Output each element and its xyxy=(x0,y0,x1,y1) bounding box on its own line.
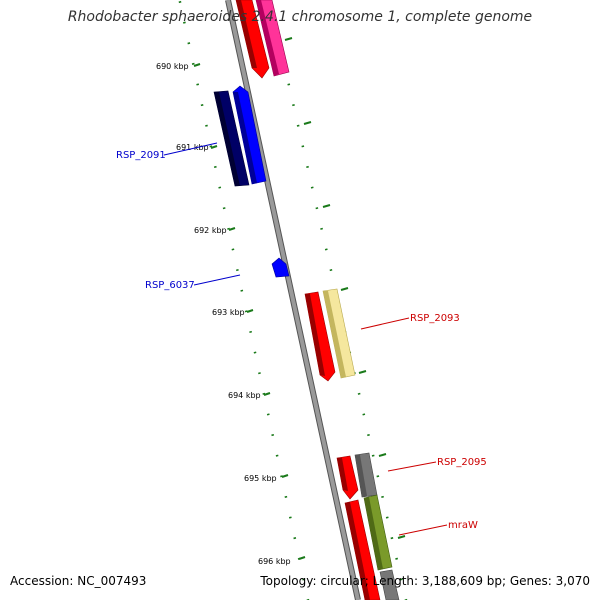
scale-dot xyxy=(376,475,380,478)
tick-mark xyxy=(303,121,312,125)
accession-text: Accession: NC_007493 xyxy=(10,574,146,588)
scale-dot xyxy=(301,145,305,148)
scale-dot xyxy=(266,413,270,416)
scale-dot xyxy=(293,537,297,540)
tick-label-695: 695 kbp xyxy=(244,474,277,483)
scale-dot xyxy=(381,495,384,498)
tick-mark xyxy=(340,287,349,291)
gene-label-rsp-2091[interactable]: RSP_2091 xyxy=(116,142,218,161)
tick-label-691: 691 kbp xyxy=(176,143,209,152)
scale-dot xyxy=(284,495,288,498)
tick-label-696: 696 kbp xyxy=(258,557,291,566)
scale-dot xyxy=(183,21,186,24)
scale-dot xyxy=(315,207,319,210)
gene-label-text: RSP_6037 xyxy=(145,280,195,291)
tick-label-692: 692 kbp xyxy=(194,226,227,235)
scale-dot xyxy=(209,145,213,148)
scale-dot xyxy=(253,351,257,354)
scale-dot xyxy=(227,227,230,230)
scale-dot xyxy=(310,186,314,189)
tick-mark xyxy=(246,309,254,313)
tick-mark xyxy=(193,63,201,67)
scale-dot xyxy=(371,454,375,457)
scale-dot xyxy=(205,124,208,127)
tick-label-694: 694 kbp xyxy=(228,391,261,400)
scale-dot xyxy=(395,557,399,560)
tick-mark xyxy=(378,453,387,457)
gene-rsp-2091[interactable] xyxy=(232,85,267,185)
scale-dot xyxy=(187,42,191,45)
topology-text: Topology: circular; Length: 3,188,609 bp… xyxy=(260,574,590,588)
scale-dot xyxy=(200,104,204,107)
gene-mraw[interactable] xyxy=(363,494,393,571)
scale-dot xyxy=(324,248,328,251)
scale-dot xyxy=(196,83,200,86)
scale-dot xyxy=(320,227,323,230)
scale-dot xyxy=(249,330,253,334)
gene-label-text: RSP_2095 xyxy=(437,457,487,468)
tick-marks: 690 kbp 691 kbp 692 kbp 693 kbp 694 kbp … xyxy=(156,37,406,566)
gene-bottom-gray[interactable] xyxy=(379,569,400,600)
tick-label-690: 690 kbp xyxy=(156,62,189,71)
scale-dot xyxy=(329,268,333,272)
scale-dot xyxy=(218,186,222,189)
gene-label-text: mraW xyxy=(448,520,478,531)
scale-dot xyxy=(222,207,226,210)
gene-rsp-2093[interactable] xyxy=(322,288,356,379)
scale-dot xyxy=(213,165,217,169)
gene-rsp-6037[interactable] xyxy=(271,257,290,278)
tick-mark xyxy=(322,204,331,208)
scale-dot xyxy=(399,578,403,581)
scale-dot xyxy=(262,392,266,395)
tick-mark xyxy=(298,556,306,560)
gene-label-text: RSP_2093 xyxy=(410,313,460,324)
gene-rsp-2091-dark[interactable] xyxy=(213,90,250,187)
gene-label-rsp-2093[interactable]: RSP_2093 xyxy=(360,313,460,330)
scale-dot xyxy=(367,433,370,437)
accession-value: NC_007493 xyxy=(77,574,147,588)
gene-rsp-2095-red[interactable] xyxy=(336,455,359,500)
scale-dot xyxy=(306,165,309,169)
tick-mark xyxy=(358,370,367,374)
scale-dot xyxy=(235,268,239,272)
tick-label-693: 693 kbp xyxy=(212,308,245,317)
gene-top-red[interactable] xyxy=(235,0,270,79)
gene-label-text: RSP_2091 xyxy=(116,150,166,161)
scale-dot xyxy=(390,537,394,540)
scale-dot xyxy=(296,124,300,127)
gene-label-rsp-6037[interactable]: RSP_6037 xyxy=(145,274,241,291)
scale-dot xyxy=(287,83,291,86)
accession-prefix: Accession: xyxy=(10,574,74,588)
scale-dot xyxy=(385,516,389,519)
scale-dot xyxy=(271,433,275,437)
scale-dot xyxy=(231,248,235,251)
scale-dot xyxy=(258,372,261,375)
map-title: Rhodobacter sphaeroides 2.4.1 chromosome… xyxy=(67,9,533,25)
tick-mark xyxy=(284,37,293,41)
scale-dot xyxy=(357,392,361,395)
gene-rsp-2095[interactable] xyxy=(354,452,378,498)
scale-dot xyxy=(292,104,295,107)
gene-label-rsp-2095[interactable]: RSP_2095 xyxy=(387,457,487,472)
scale-dot xyxy=(178,0,182,4)
gene-bottom-red[interactable] xyxy=(344,499,381,600)
scale-dot xyxy=(191,62,195,65)
gene-rsp-2093-red[interactable] xyxy=(304,291,336,382)
gene-label-mraw[interactable]: mraW xyxy=(398,520,478,536)
scale-dot xyxy=(240,289,244,292)
tick-mark xyxy=(281,474,289,478)
tick-mark xyxy=(228,227,236,231)
scale-dot xyxy=(275,454,279,457)
scale-dot xyxy=(362,413,366,416)
tick-mark xyxy=(397,535,406,539)
tick-mark xyxy=(210,145,218,149)
scale-dot xyxy=(288,516,292,519)
tick-mark xyxy=(263,392,271,396)
gene-top-magenta[interactable] xyxy=(255,0,290,77)
scale-dot xyxy=(302,578,305,581)
